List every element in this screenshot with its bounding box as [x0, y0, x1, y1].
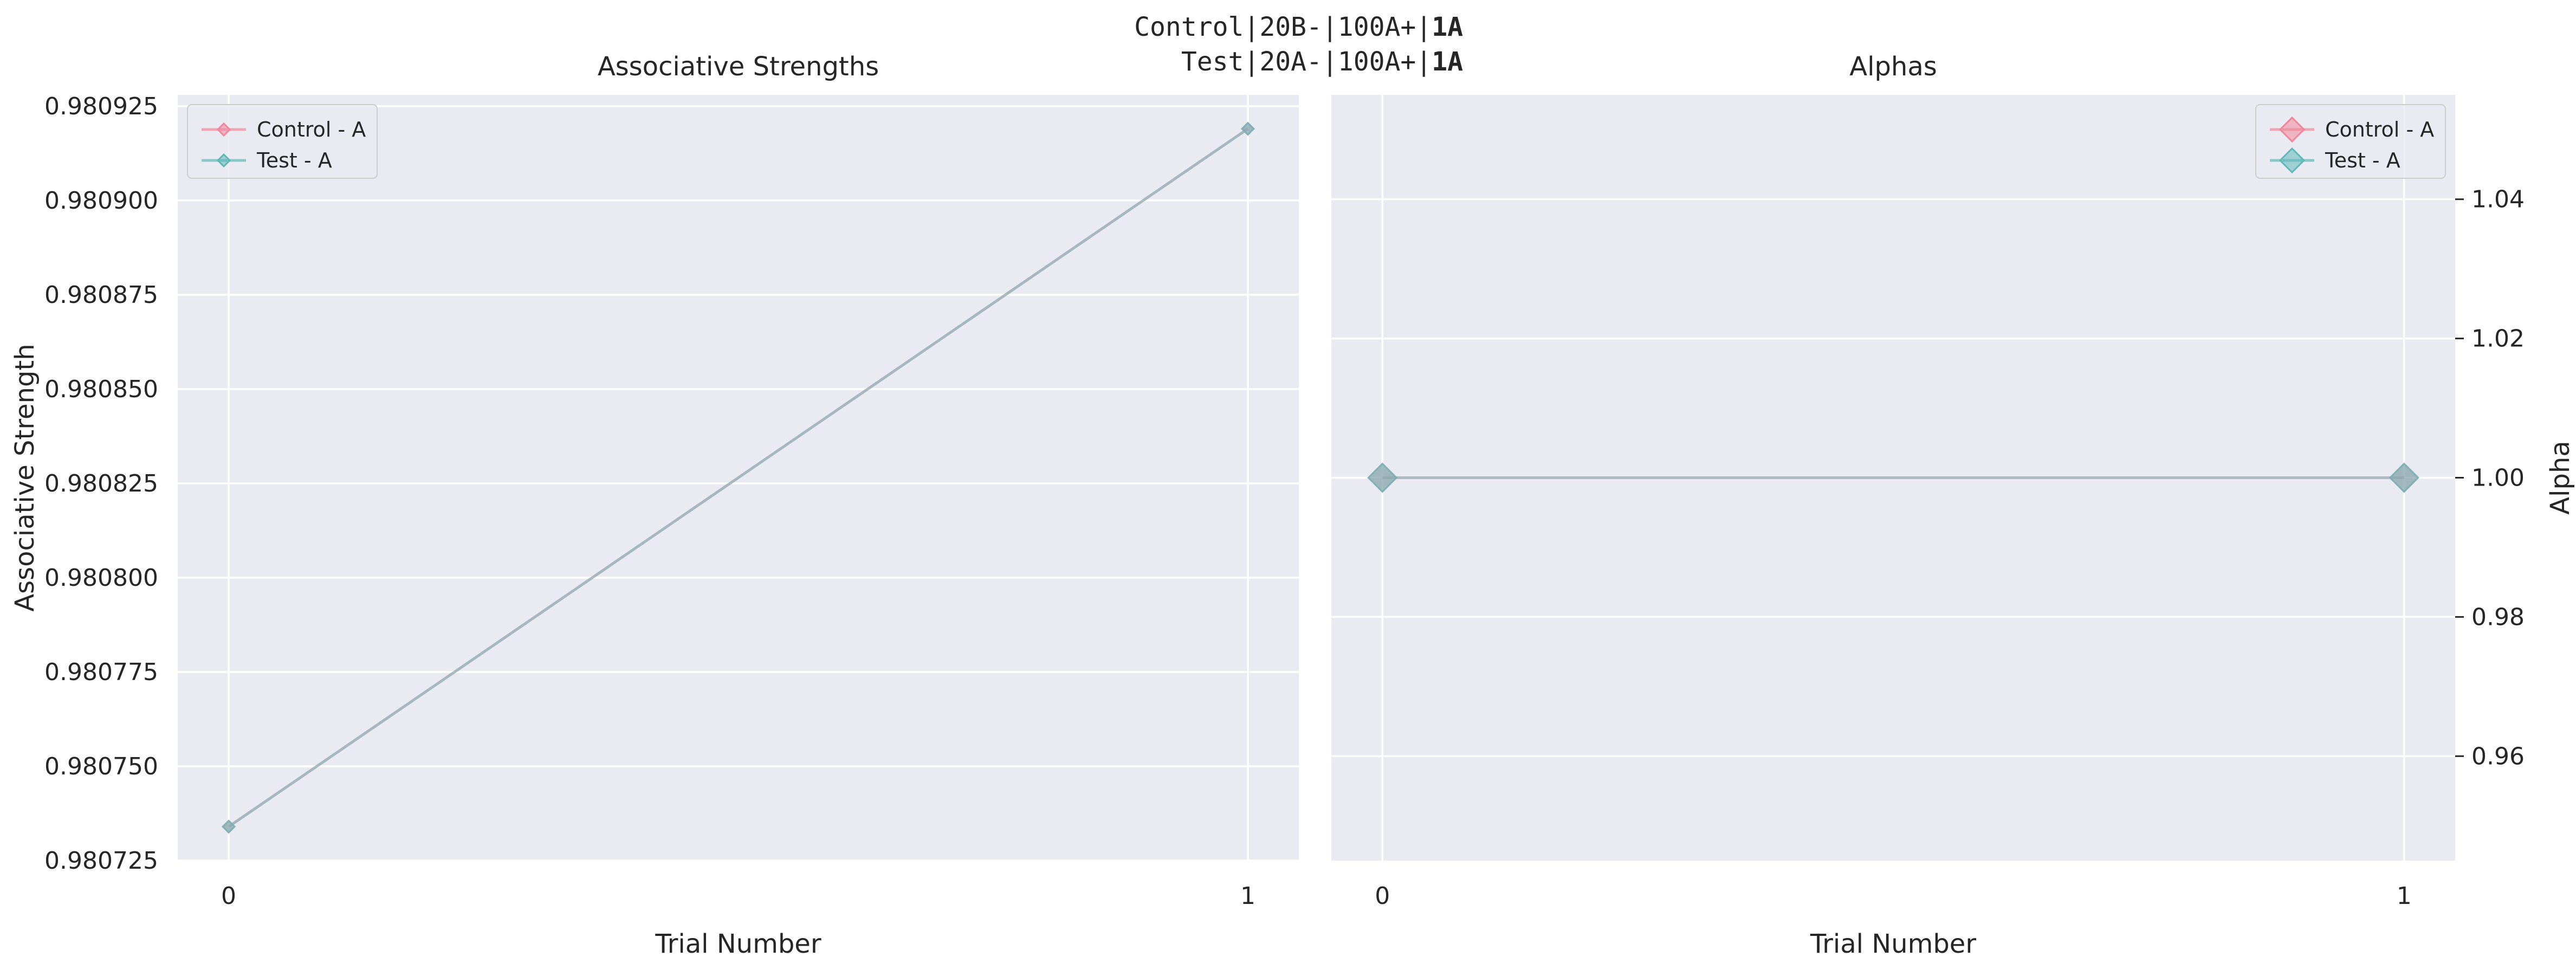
y-tick-label: 0.980825: [44, 470, 158, 497]
legend-label: Control - A: [257, 118, 366, 141]
y-tick-label: 0.980925: [44, 93, 158, 120]
legend-swatch-marker: [2279, 147, 2306, 174]
panel-title: Associative Strengths: [598, 51, 879, 82]
suptitle-line-1-text: Control|20B-|100A+|: [1134, 12, 1432, 42]
data-point-test-a: [1367, 462, 1398, 493]
series-line-test-a: [228, 127, 1249, 828]
suptitle-line-1-bold: 1A: [1432, 12, 1463, 42]
suptitle-line-2-text: Test|20A-|100A+|: [1181, 47, 1432, 77]
legend-swatch-marker: [216, 122, 231, 137]
legend-label: Control - A: [2325, 118, 2434, 141]
x-tick-label: 1: [1240, 882, 1255, 910]
y-tick-label: 0.96: [2471, 742, 2525, 770]
data-point-test-a: [2389, 462, 2419, 493]
legend-label: Test - A: [2325, 148, 2400, 172]
x-axis-title: Trial Number: [655, 929, 821, 959]
legend: Control - A Test - A: [187, 104, 378, 179]
y-axis-title: Alpha: [2545, 441, 2575, 514]
panel-alphas: 0.96 0.98 1.00 1.02 1.04 0 1 Alphas Trial Number…: [1331, 51, 2575, 959]
y-tick-label: 1.04: [2471, 186, 2525, 214]
data-point-test-a: [221, 819, 236, 834]
panel-title: Alphas: [1849, 51, 1937, 82]
y-tick-label: 0.980875: [44, 281, 158, 309]
y-tick-label: 0.980900: [44, 187, 158, 215]
x-tick-label: 1: [2397, 882, 2412, 910]
y-tick-label: 0.98: [2471, 603, 2525, 631]
y-tick-label: 0.980750: [44, 753, 158, 780]
y-axis-title: Associative Strength: [10, 344, 40, 611]
legend: Control - A Test - A: [2255, 104, 2446, 179]
suptitle-line-2-bold: 1A: [1432, 47, 1463, 77]
suptitle-line-1: Control|20B-|100A+|1A: [1134, 12, 1463, 42]
y-tick-label: 1.00: [2471, 464, 2525, 492]
y-tick-label: 0.980725: [44, 847, 158, 875]
data-point-test-a: [1240, 121, 1255, 136]
legend-label: Test - A: [256, 148, 332, 172]
x-axis-title: Trial Number: [1810, 929, 1976, 959]
legend-swatch-marker: [2279, 116, 2306, 143]
y-tick-label: 0.980775: [44, 658, 158, 686]
panel-associative-strengths: 0.980725 0.980750 0.980775 0.980800 0.980825…: [10, 51, 1299, 959]
x-tick-label: 0: [1375, 882, 1390, 910]
suptitle-line-2: Test|20A-|100A+|1A: [1181, 47, 1463, 77]
y-tick-label: 1.02: [2471, 325, 2525, 353]
y-tick-label: 0.980850: [44, 376, 158, 403]
x-tick-label: 0: [221, 882, 236, 910]
legend-swatch-marker: [216, 153, 231, 168]
y-tick-label: 0.980800: [44, 564, 158, 592]
